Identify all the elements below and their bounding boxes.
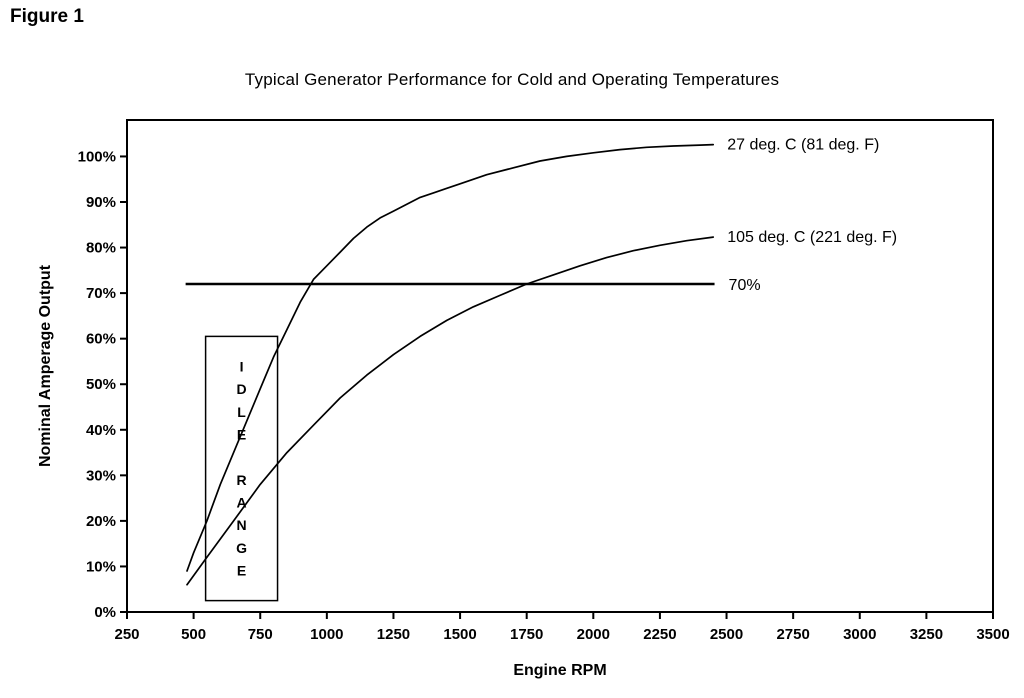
series-label-1: 105 deg. C (221 deg. F) [727,229,897,246]
series-label-0: 27 deg. C (81 deg. F) [727,137,879,154]
x-tick-label: 1500 [443,626,476,643]
x-tick-label: 2750 [776,626,809,643]
series-line-0 [186,143,715,572]
x-tick-label: 750 [248,626,273,643]
x-tick-label: 1250 [377,626,410,643]
series-line-1 [186,236,715,586]
x-tick-label: 500 [181,626,206,643]
reference-line-label: 70% [729,277,761,294]
x-axis-label: Engine RPM [513,662,607,679]
idle-range-letter: G [236,540,247,556]
y-tick-label: 60% [86,331,116,348]
x-tick-label: 3250 [910,626,943,643]
idle-range-letter: N [237,517,247,533]
plot-frame [126,119,994,613]
y-tick-label: 80% [86,240,116,257]
x-tick-label: 250 [114,626,139,643]
figure-label: Figure 1 [10,6,84,27]
idle-range-letter: D [237,381,247,397]
idle-range-letter: A [237,495,247,511]
y-tick-label: 90% [86,194,116,211]
y-tick-label: 20% [86,513,116,530]
y-tick-label: 0% [94,604,116,621]
y-tick-label: 70% [86,285,116,302]
x-tick-label: 2500 [710,626,743,643]
idle-range-letter: L [237,404,246,420]
y-tick-label: 30% [86,467,116,484]
y-tick-label: 10% [86,558,116,575]
x-tick-label: 1000 [310,626,343,643]
idle-range-letter: R [237,472,247,488]
idle-range-box [204,335,279,602]
y-tick-label: 40% [86,422,116,439]
idle-range-letter: E [237,563,246,579]
x-tick-label: 1750 [510,626,543,643]
idle-range-letter: I [240,358,244,374]
chart-title: Typical Generator Performance for Cold a… [244,70,780,89]
y-tick-label: 100% [78,148,116,165]
x-tick-label: 3000 [843,626,876,643]
x-tick-label: 3500 [976,626,1009,643]
x-tick-label: 2250 [643,626,676,643]
y-tick-label: 50% [86,376,116,393]
x-tick-label: 2000 [577,626,610,643]
